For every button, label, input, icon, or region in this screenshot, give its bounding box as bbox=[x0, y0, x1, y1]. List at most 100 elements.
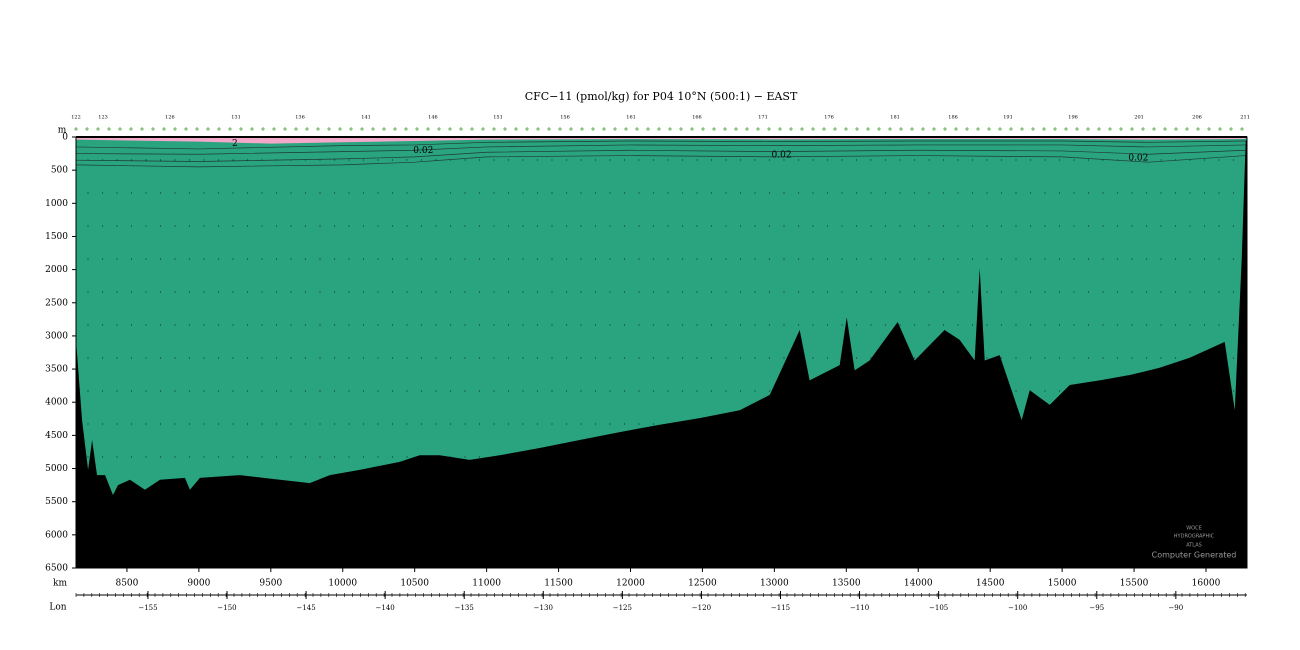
sample-dot bbox=[290, 324, 292, 326]
sample-dot bbox=[942, 192, 945, 194]
sample-dot bbox=[594, 390, 597, 392]
sample-dot bbox=[319, 357, 321, 359]
sample-dot bbox=[826, 225, 829, 227]
sample-dot bbox=[536, 159, 539, 161]
sample-dot bbox=[1174, 291, 1177, 293]
sample-dot bbox=[580, 192, 582, 194]
sample-dot bbox=[449, 423, 452, 425]
sample-dot bbox=[1218, 291, 1220, 293]
sample-dot bbox=[522, 258, 524, 260]
sample-dot bbox=[1073, 192, 1075, 194]
sample-dot bbox=[101, 225, 104, 227]
sample-dot bbox=[870, 192, 872, 194]
sample-dot bbox=[464, 258, 466, 260]
sample-dot bbox=[841, 192, 843, 194]
sample-dot bbox=[551, 225, 553, 227]
x-tick-label: 14000 bbox=[904, 579, 933, 589]
sample-dot bbox=[304, 423, 307, 425]
sample-dot bbox=[1203, 192, 1206, 194]
sample-dot bbox=[812, 258, 814, 260]
sample-dot bbox=[362, 324, 365, 326]
sample-dot bbox=[217, 291, 220, 293]
sample-dot bbox=[580, 324, 582, 326]
sample-dot bbox=[826, 357, 829, 359]
contour-label: 0.02 bbox=[1128, 154, 1148, 164]
sample-dot bbox=[348, 423, 350, 425]
sample-dot bbox=[826, 192, 829, 194]
sample-dot bbox=[203, 291, 205, 293]
sample-dot bbox=[507, 225, 510, 227]
sample-dot bbox=[696, 291, 698, 293]
sample-dot bbox=[435, 258, 437, 260]
sample-dot bbox=[594, 423, 597, 425]
sample-dot bbox=[377, 258, 379, 260]
sample-dot bbox=[754, 192, 756, 194]
sample-dot bbox=[1073, 291, 1075, 293]
sample-dot bbox=[188, 357, 191, 359]
sample-dot bbox=[855, 324, 858, 326]
sample-dot bbox=[377, 291, 379, 293]
sample-dot bbox=[159, 423, 162, 425]
station-label: 166 bbox=[692, 115, 702, 121]
sample-dot bbox=[203, 258, 205, 260]
sample-dot bbox=[986, 192, 988, 194]
sample-dot bbox=[145, 423, 147, 425]
sample-dot bbox=[217, 225, 220, 227]
sample-dot bbox=[391, 423, 394, 425]
sample-dot bbox=[957, 324, 959, 326]
sample-dot bbox=[1160, 357, 1162, 359]
sample-dot bbox=[580, 390, 582, 392]
sample-dot bbox=[449, 159, 452, 161]
sample-dot bbox=[580, 225, 582, 227]
sample-dot bbox=[1029, 291, 1032, 293]
sample-dot bbox=[1073, 159, 1075, 161]
sample-dot bbox=[391, 456, 394, 458]
sample-dot bbox=[507, 192, 510, 194]
sample-dot bbox=[464, 324, 466, 326]
sample-dot bbox=[377, 225, 379, 227]
sample-dot bbox=[1015, 390, 1017, 392]
sample-dot bbox=[130, 225, 133, 227]
sample-dot bbox=[348, 324, 350, 326]
sample-dot bbox=[420, 357, 423, 359]
sample-dot bbox=[652, 423, 655, 425]
sample-dot bbox=[420, 291, 423, 293]
sample-dot bbox=[493, 390, 495, 392]
sample-dot bbox=[130, 357, 133, 359]
sample-dot bbox=[188, 423, 191, 425]
sample-dot bbox=[565, 225, 568, 227]
sample-dot bbox=[116, 225, 118, 227]
sample-dot bbox=[188, 258, 191, 260]
sample-dot bbox=[536, 390, 539, 392]
sample-dot bbox=[232, 291, 234, 293]
station-label: 161 bbox=[626, 115, 636, 121]
sample-dot bbox=[333, 225, 336, 227]
watermark: HYDROGRAPHIC bbox=[1174, 534, 1215, 540]
sample-dot bbox=[725, 159, 727, 161]
sample-dot bbox=[101, 159, 104, 161]
sample-dot bbox=[1044, 324, 1046, 326]
sample-dot bbox=[899, 324, 901, 326]
sample-dot bbox=[1203, 324, 1206, 326]
sample-dot bbox=[203, 324, 205, 326]
sample-dot bbox=[913, 159, 916, 161]
sample-dot bbox=[928, 159, 930, 161]
sample-dot bbox=[609, 291, 611, 293]
sample-dot bbox=[116, 159, 118, 161]
sample-dot bbox=[348, 159, 350, 161]
y-axis-label: m bbox=[58, 126, 67, 136]
sample-dot bbox=[420, 324, 423, 326]
sample-dot bbox=[87, 324, 89, 326]
sample-dot bbox=[159, 456, 162, 458]
sample-dot bbox=[768, 258, 771, 260]
sample-dot bbox=[435, 390, 437, 392]
sample-dot bbox=[812, 225, 814, 227]
sample-dot bbox=[391, 192, 394, 194]
sample-dot bbox=[275, 390, 278, 392]
sample-dot bbox=[1160, 258, 1162, 260]
sample-dot bbox=[101, 192, 104, 194]
sample-dot bbox=[406, 291, 408, 293]
y-tick-label: 4000 bbox=[45, 398, 68, 408]
x-tick-label: 8500 bbox=[115, 579, 138, 589]
